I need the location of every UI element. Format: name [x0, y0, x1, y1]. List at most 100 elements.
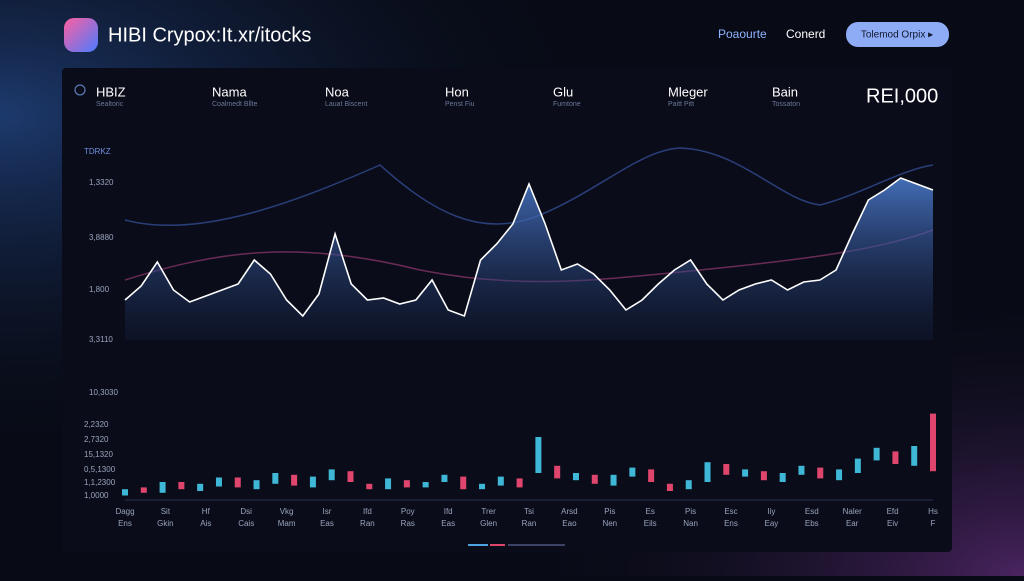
candle: [723, 464, 730, 475]
stat-sub: Coalmedt Bllte: [212, 101, 258, 108]
candle: [385, 478, 392, 490]
x-label: Poy: [401, 507, 415, 516]
y-label: 2,7320: [84, 435, 109, 444]
candle: [253, 480, 260, 490]
x-label: Vkg: [280, 507, 294, 516]
y-label: TDRKZ: [84, 147, 111, 156]
candle: [591, 474, 598, 484]
x-label: Eas: [441, 519, 455, 528]
candle: [648, 469, 655, 482]
x-label: Es: [646, 507, 655, 516]
x-label: Dsi: [240, 507, 252, 516]
candle: [366, 483, 373, 490]
x-label: Sit: [161, 507, 171, 516]
y-label: 1,0000: [84, 491, 109, 500]
candle: [742, 469, 749, 477]
x-label: Isr: [323, 507, 332, 516]
candle: [497, 476, 504, 486]
x-label: F: [931, 519, 936, 528]
candle: [479, 483, 486, 490]
x-label: Arsd: [561, 507, 577, 516]
candle: [215, 477, 222, 487]
candle: [441, 474, 448, 482]
candle: [836, 469, 843, 481]
app-title: HIBI Crypox:It.xr/itocks: [108, 24, 311, 46]
candle: [347, 471, 354, 482]
x-label: Cais: [238, 519, 254, 528]
x-label: Naler: [843, 507, 862, 516]
x-label: Esd: [805, 507, 819, 516]
x-label: Iiy: [767, 507, 775, 516]
x-label: Ran: [360, 519, 375, 528]
candle: [159, 482, 166, 493]
candle: [140, 487, 147, 493]
cta-button[interactable]: [846, 22, 949, 47]
x-label: Eao: [562, 519, 577, 528]
cta-label[interactable]: Tolemod Orpix ▸: [861, 30, 933, 41]
y-label: 1,800: [89, 285, 110, 294]
x-label: Hs: [928, 507, 938, 516]
candle: [309, 476, 316, 488]
candle: [422, 482, 429, 488]
x-label: Esc: [724, 507, 737, 516]
x-label: Ens: [118, 519, 132, 528]
candle: [629, 467, 636, 477]
candle: [328, 469, 335, 481]
candle: [610, 474, 617, 486]
x-label: Eay: [765, 519, 779, 528]
candle: [854, 458, 861, 473]
stat-sub: Sealtoric: [96, 101, 124, 108]
stat-label: HBIZ: [96, 84, 126, 99]
x-label: Gkin: [157, 519, 173, 528]
candle: [817, 467, 824, 479]
stat-label: Glu: [553, 84, 573, 99]
stat-label: Bain: [772, 84, 798, 99]
nav-link[interactable]: Poaourte: [718, 27, 767, 41]
price-line: [124, 177, 934, 318]
y-label: 1,3320: [89, 178, 114, 187]
y-label: 10,3030: [89, 388, 118, 397]
candle: [122, 489, 128, 496]
candle: [403, 480, 410, 488]
x-label: Ran: [522, 519, 537, 528]
candle: [291, 474, 298, 486]
candle: [666, 483, 673, 491]
y-label: 0,5,1300: [84, 465, 116, 474]
y-label: 3,3110: [89, 335, 113, 344]
x-label: Ifd: [363, 507, 372, 516]
candle: [685, 480, 692, 490]
x-label: Nan: [683, 519, 698, 528]
nav-link[interactable]: Conerd: [786, 27, 825, 41]
x-label: Mam: [278, 519, 296, 528]
candle: [178, 482, 185, 490]
candle: [535, 437, 542, 473]
candle: [779, 473, 786, 482]
logo: [64, 18, 98, 52]
stat-sub: Lauat Biscent: [325, 101, 367, 108]
x-label: Ifd: [444, 507, 453, 516]
headline-value: REI,000: [866, 85, 938, 107]
stat-label: Mleger: [668, 84, 708, 99]
x-label: Eiv: [887, 519, 898, 528]
x-label: Hf: [202, 507, 211, 516]
x-label: Eils: [644, 519, 657, 528]
candle: [554, 465, 561, 479]
candle: [460, 476, 467, 490]
x-label: Trer: [481, 507, 496, 516]
x-label: Ais: [200, 519, 211, 528]
x-label: Ens: [724, 519, 738, 528]
candle: [798, 465, 805, 475]
x-label: Ebs: [805, 519, 819, 528]
stat-label: Noa: [325, 84, 350, 99]
x-label: Ras: [401, 519, 415, 528]
x-label: Eas: [320, 519, 334, 528]
y-label: 1,1,2300: [84, 478, 116, 487]
trend-line: [124, 147, 934, 227]
x-label: Tsi: [524, 507, 534, 516]
x-label: Nen: [602, 519, 617, 528]
price-area: [125, 178, 933, 340]
x-label: Pis: [685, 507, 696, 516]
y-label: 2,2320: [84, 420, 109, 429]
stat-sub: Penst Fiu: [445, 101, 475, 108]
